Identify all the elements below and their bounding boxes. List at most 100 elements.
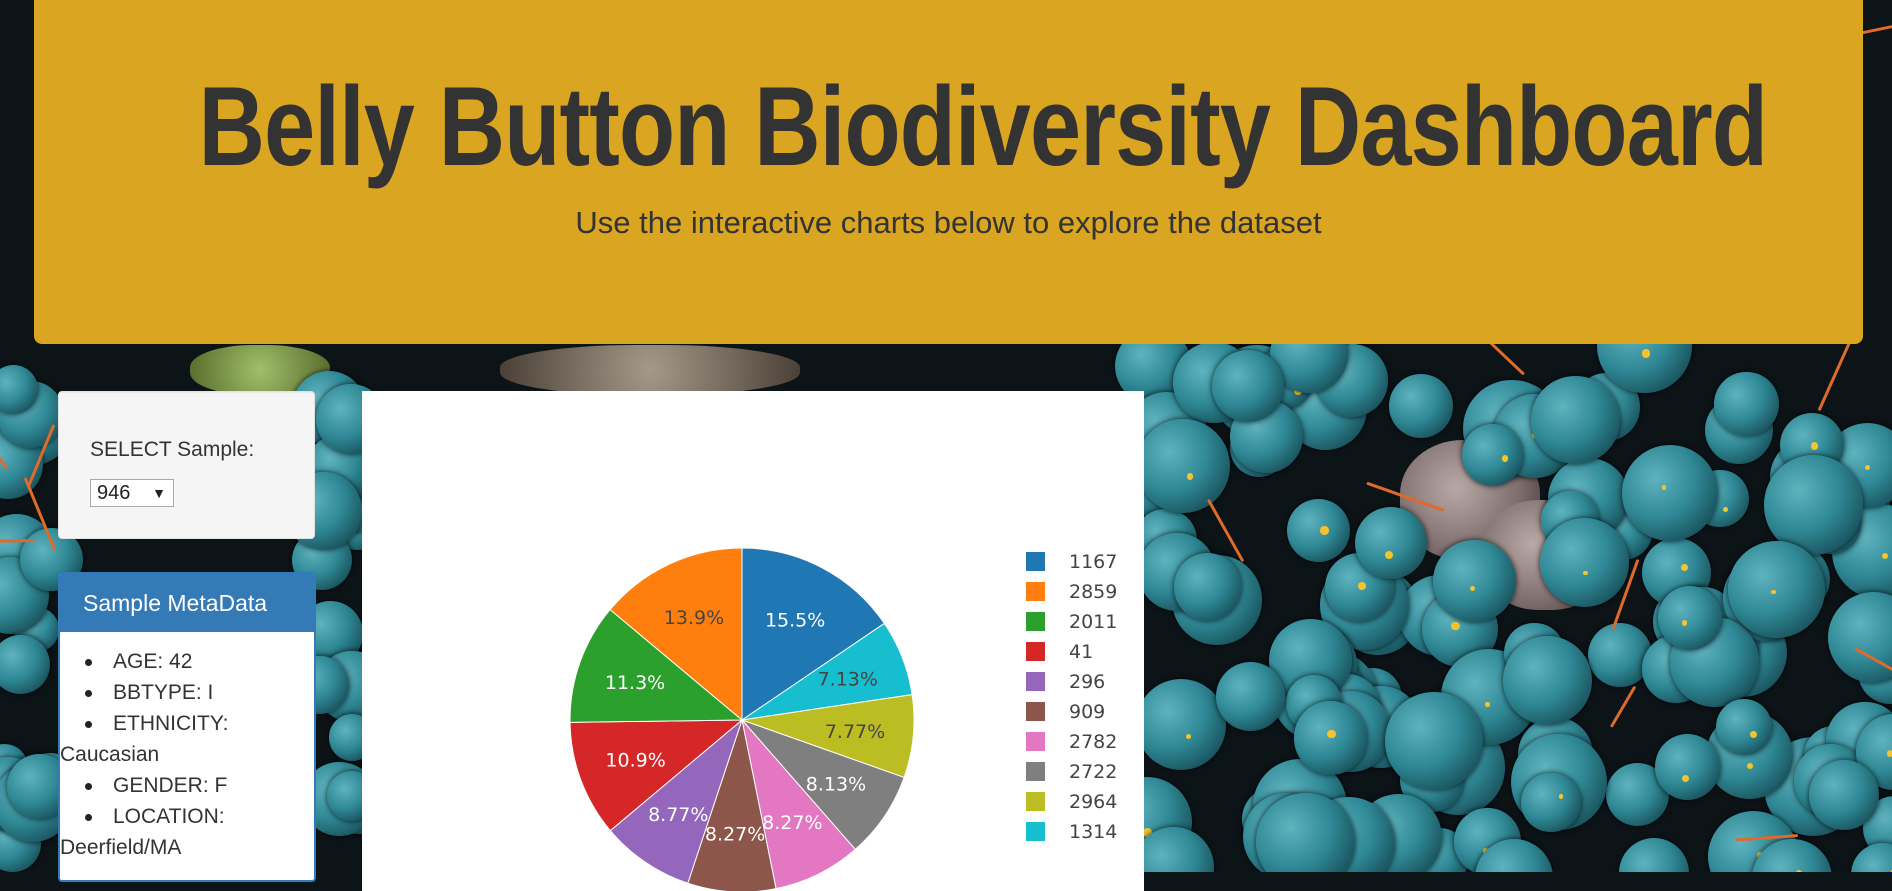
pie-slice-2011[interactable] <box>569 608 744 723</box>
background-dot <box>1864 464 1871 471</box>
legend-swatch[interactable] <box>1026 702 1045 721</box>
legend-label[interactable]: 2964 <box>1069 791 1117 813</box>
background-dot <box>1723 507 1729 513</box>
legend-swatch[interactable] <box>1026 792 1045 811</box>
background-fiber <box>0 538 36 543</box>
legend-swatch[interactable] <box>1026 642 1045 661</box>
background-dot <box>1882 553 1888 560</box>
background-dot <box>1485 702 1490 707</box>
background-dot <box>1384 550 1394 560</box>
background-dot <box>1886 750 1892 758</box>
bullet-icon <box>85 783 92 790</box>
metadata-item: ETHNICITY: Caucasian <box>60 712 229 766</box>
background-cell <box>1255 792 1355 872</box>
background-cell <box>1461 424 1524 487</box>
background-dot <box>1811 442 1819 450</box>
legend-label[interactable]: 1167 <box>1069 551 1117 573</box>
background-cell <box>1809 760 1880 831</box>
background-cell <box>1135 418 1230 513</box>
background-dot <box>1320 526 1329 535</box>
legend-label[interactable]: 2011 <box>1069 611 1117 633</box>
background-cell <box>1654 734 1721 800</box>
legend-label[interactable]: 2722 <box>1069 761 1117 783</box>
background-cell <box>1658 585 1723 651</box>
pie-slice-1167[interactable] <box>741 547 886 721</box>
legend-label[interactable]: 296 <box>1069 671 1105 693</box>
pie-slice-label: 8.27% <box>762 812 822 834</box>
metadata-item: GENDER: F <box>84 770 314 801</box>
pie-slice-label: 8.27% <box>705 823 765 845</box>
bullet-icon <box>85 690 92 697</box>
background-dot <box>1558 794 1564 799</box>
background-cell <box>1828 592 1892 684</box>
pie-chart: 15.5%7.13%7.77%8.13%8.27%8.27%8.77%10.9%… <box>569 547 1117 891</box>
background-dot <box>1681 620 1688 626</box>
background-cell <box>1715 699 1772 756</box>
background-fiber <box>1610 685 1637 728</box>
legend-swatch[interactable] <box>1026 822 1045 841</box>
background-clump <box>500 345 800 395</box>
pie-slice-label: 8.77% <box>648 804 708 826</box>
background-cell <box>1173 553 1242 622</box>
pie-slice-label: 7.13% <box>818 669 878 691</box>
background-dot <box>1641 349 1651 358</box>
background-dot <box>1142 827 1152 837</box>
legend-swatch[interactable] <box>1026 612 1045 631</box>
background-cell <box>1354 506 1427 579</box>
background-dot <box>1502 455 1509 462</box>
select-sample-label: SELECT Sample: <box>90 438 255 461</box>
background-cell <box>0 635 50 695</box>
metadata-item: AGE: 42 <box>84 646 314 677</box>
background-dot <box>1747 762 1754 769</box>
pie-slice-label: 15.5% <box>765 610 825 632</box>
pie-slice-41[interactable] <box>569 719 744 832</box>
metadata-item: LOCATION: Deerfield/MA <box>60 805 225 859</box>
background-cell <box>1531 375 1620 465</box>
dropdown-arrow-icon: ▼ <box>152 485 166 501</box>
pie-slice-label: 11.3% <box>605 672 665 694</box>
background-cell <box>1433 540 1516 623</box>
background-cell <box>1727 541 1825 639</box>
background-cell <box>1587 622 1653 688</box>
legend-label[interactable]: 1314 <box>1069 821 1117 843</box>
background-cell <box>1385 692 1483 790</box>
legend-label[interactable]: 41 <box>1069 641 1093 663</box>
background-cell <box>1521 772 1581 832</box>
legend-swatch[interactable] <box>1026 732 1045 751</box>
background-dot <box>1469 586 1475 592</box>
background-dot <box>1771 589 1777 595</box>
pie-slice-2722[interactable] <box>740 718 905 851</box>
background-dot <box>1357 581 1366 590</box>
background-cell <box>1389 373 1454 438</box>
legend-swatch[interactable] <box>1026 762 1045 781</box>
pie-slice-2859[interactable] <box>609 547 743 722</box>
bullet-icon <box>85 721 92 728</box>
sample-select-well: SELECT Sample: 946 ▼ <box>58 391 315 539</box>
legend-label[interactable]: 2859 <box>1069 581 1117 603</box>
background-cell <box>1763 455 1864 555</box>
sample-select-dropdown[interactable]: 946 ▼ <box>90 479 174 507</box>
legend-swatch[interactable] <box>1026 552 1045 571</box>
dashboard-header: Belly Button Biodiversity Dashboard Use … <box>34 0 1863 344</box>
metadata-item: BBTYPE: I <box>84 677 314 708</box>
background-dot <box>1185 733 1192 740</box>
legend-label[interactable]: 2782 <box>1069 731 1117 753</box>
background-dot <box>1451 621 1460 631</box>
background-dot <box>1750 730 1758 739</box>
background-cell <box>1287 498 1351 562</box>
page-subtitle: Use the interactive charts below to expl… <box>575 205 1322 240</box>
pie-slice-label: 10.9% <box>605 750 665 772</box>
background-cell <box>1502 635 1592 725</box>
legend-swatch[interactable] <box>1026 582 1045 601</box>
pie-slice-label: 7.77% <box>825 721 885 743</box>
legend-label[interactable]: 909 <box>1069 701 1105 723</box>
bullet-icon <box>85 659 92 666</box>
background-cell <box>1539 518 1629 608</box>
legend-swatch[interactable] <box>1026 672 1045 691</box>
background-cell <box>1216 661 1286 731</box>
page-title: Belly Button Biodiversity Dashboard <box>198 64 1768 189</box>
metadata-panel-title: Sample MetaData <box>60 574 314 632</box>
background-dot <box>1661 484 1667 490</box>
pie-chart-container: 15.5% 7.13% 7.77% 8.13% 8.27% 8.27% 8.77% 10.9%… <box>362 391 1144 891</box>
sample-metadata-panel: Sample MetaData AGE: 42 BBTYPE: I ETHNIC… <box>58 572 316 882</box>
